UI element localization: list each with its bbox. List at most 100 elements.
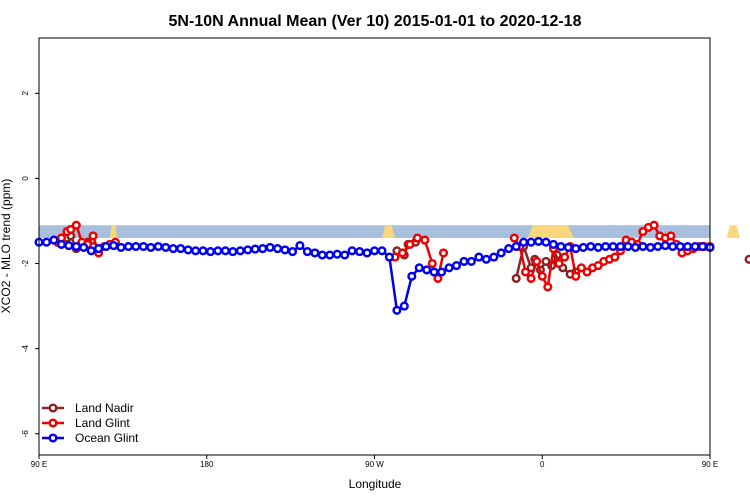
data-point [183,245,193,255]
data-point [610,252,620,262]
data-point [384,252,394,262]
data-point [519,237,529,247]
data-point [548,239,558,249]
data-point [541,256,551,266]
data-point [362,248,372,258]
x-axis-label: Longitude [349,477,402,491]
x-tick-label: 0 [540,460,545,469]
y-axis: 2 0 -2 -4 -6 [21,91,39,437]
x-axis: 90 E 180 90 W 0 90 E [31,455,718,469]
data-point [608,241,618,252]
data-point [571,271,581,281]
x-tick-label: 90 W [365,460,384,469]
data-point [459,256,469,266]
land-patch [381,225,396,238]
data-point [412,233,422,243]
legend-label: Land Nadir [75,401,134,415]
data-point [176,244,186,254]
data-point [668,241,678,252]
data-point [392,305,402,315]
data-point [504,244,514,254]
data-point [697,241,708,252]
data-point [228,247,238,257]
data-point [258,244,268,254]
data-point [235,246,245,256]
y-tick-label: -2 [21,259,30,267]
data-point [690,241,700,252]
data-point [541,237,551,247]
legend-item: Land Nadir [42,401,134,415]
data-point [64,241,74,251]
data-point [511,273,521,283]
data-point [41,237,52,247]
data-point [444,263,454,273]
data-point [310,248,320,258]
data-point [397,248,408,258]
data-point [131,241,141,252]
legend-item: Ocean Glint [42,431,139,445]
y-axis-label: XCO2 - MLO trend (ppm) [0,179,13,314]
data-point [481,254,491,264]
data-point [649,220,659,230]
data-point [578,242,588,252]
data-point [593,242,603,252]
chart-title: 5N-10N Annual Mean (Ver 10) 2015-01-01 t… [169,13,582,30]
data-point [109,241,119,251]
data-point [88,231,98,241]
data-point [571,244,581,254]
data-point [420,235,430,245]
data-point [593,261,603,271]
series-layer [34,220,750,315]
data-point [332,249,342,259]
data-point [526,237,536,247]
data-point [280,245,290,255]
data-point [405,239,415,249]
data-point [520,267,531,277]
data-point [220,246,230,256]
data-point [438,248,449,258]
data-point [205,247,216,257]
data-point [243,245,253,255]
data-point [146,242,156,252]
data-point [666,231,676,241]
data-point [287,247,298,257]
data-point [250,244,260,254]
data-point [638,241,648,252]
legend-item: Land Glint [42,416,130,430]
data-point [556,241,566,252]
data-point [213,246,223,256]
data-point [645,242,655,252]
x-tick-label: 90 E [702,460,718,469]
x-tick-label: 90 E [31,460,47,469]
data-point [429,267,439,277]
data-point [511,241,521,252]
y-tick-label: 2 [21,91,30,96]
ocean-band [39,225,710,238]
data-point [101,241,111,252]
data-point [161,242,171,252]
data-point [295,241,305,251]
data-point [355,247,365,257]
data-point [537,271,547,281]
data-point [653,241,663,252]
data-point [526,273,536,283]
data-point [560,252,570,262]
legend-label: Land Glint [75,416,130,430]
land-patch [726,225,740,238]
data-point [601,241,611,252]
data-point [191,246,201,256]
data-point [138,241,148,252]
data-point [273,244,283,254]
data-point [427,258,437,269]
data-point [554,258,564,269]
data-point [71,241,81,252]
data-point [623,241,633,252]
y-tick-label: -4 [21,345,30,353]
data-point [615,241,626,252]
legend-marker [48,403,58,413]
data-point [153,241,163,252]
data-point [116,242,126,252]
data-point [325,250,335,260]
series-ocean-glint [34,235,715,315]
